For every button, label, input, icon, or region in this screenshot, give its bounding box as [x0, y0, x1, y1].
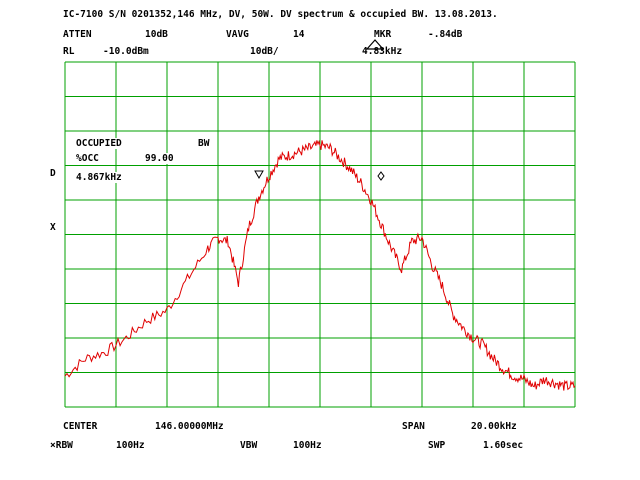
center-value: 146.00000MHz: [155, 421, 224, 432]
rbw-label: ×RBW: [50, 440, 73, 451]
occ-percent-value: 99.00: [145, 153, 174, 164]
marker-frequency: 4.83kHz: [362, 46, 403, 57]
scale-value: 10dB/: [250, 46, 279, 57]
span-label: SPAN: [402, 421, 425, 432]
occupied-label: OCCUPIED: [76, 138, 122, 149]
atten-value: 10dB: [145, 29, 168, 40]
trace-group: [64, 139, 576, 391]
center-label: CENTER: [63, 421, 98, 432]
spectrum-trace: [64, 139, 576, 391]
vbw-value: 100Hz: [293, 440, 322, 451]
side-x-label: X: [50, 222, 56, 233]
chart-title: IC-7100 S/N 0201352,146 MHz, DV, 50W. DV…: [63, 9, 498, 20]
delta-marker-icon: [355, 28, 385, 54]
marker-group: [254, 170, 385, 181]
bw-label: BW: [198, 138, 210, 149]
side-d-label: D: [50, 168, 56, 179]
vbw-label: VBW: [240, 440, 258, 451]
rbw-value: 100Hz: [116, 440, 145, 451]
rl-value: -10.0dBm: [103, 46, 149, 57]
marker-diamond-icon: [377, 171, 385, 181]
atten-label: ATTEN: [63, 29, 92, 40]
occupied-bw-value: 4.867kHz: [76, 172, 122, 183]
span-value: 20.00kHz: [471, 421, 517, 432]
vavg-value: 14: [293, 29, 305, 40]
mkr-value: -.84dB: [428, 29, 463, 40]
vavg-label: VAVG: [226, 29, 249, 40]
swp-label: SWP: [428, 440, 446, 451]
marker-triangle-icon: [254, 170, 264, 180]
mkr-label: MKR: [374, 29, 392, 40]
graticule: [64, 61, 576, 408]
swp-value: 1.60sec: [483, 440, 524, 451]
occ-percent-label: %OCC: [76, 153, 99, 164]
rl-label: RL: [63, 46, 75, 57]
